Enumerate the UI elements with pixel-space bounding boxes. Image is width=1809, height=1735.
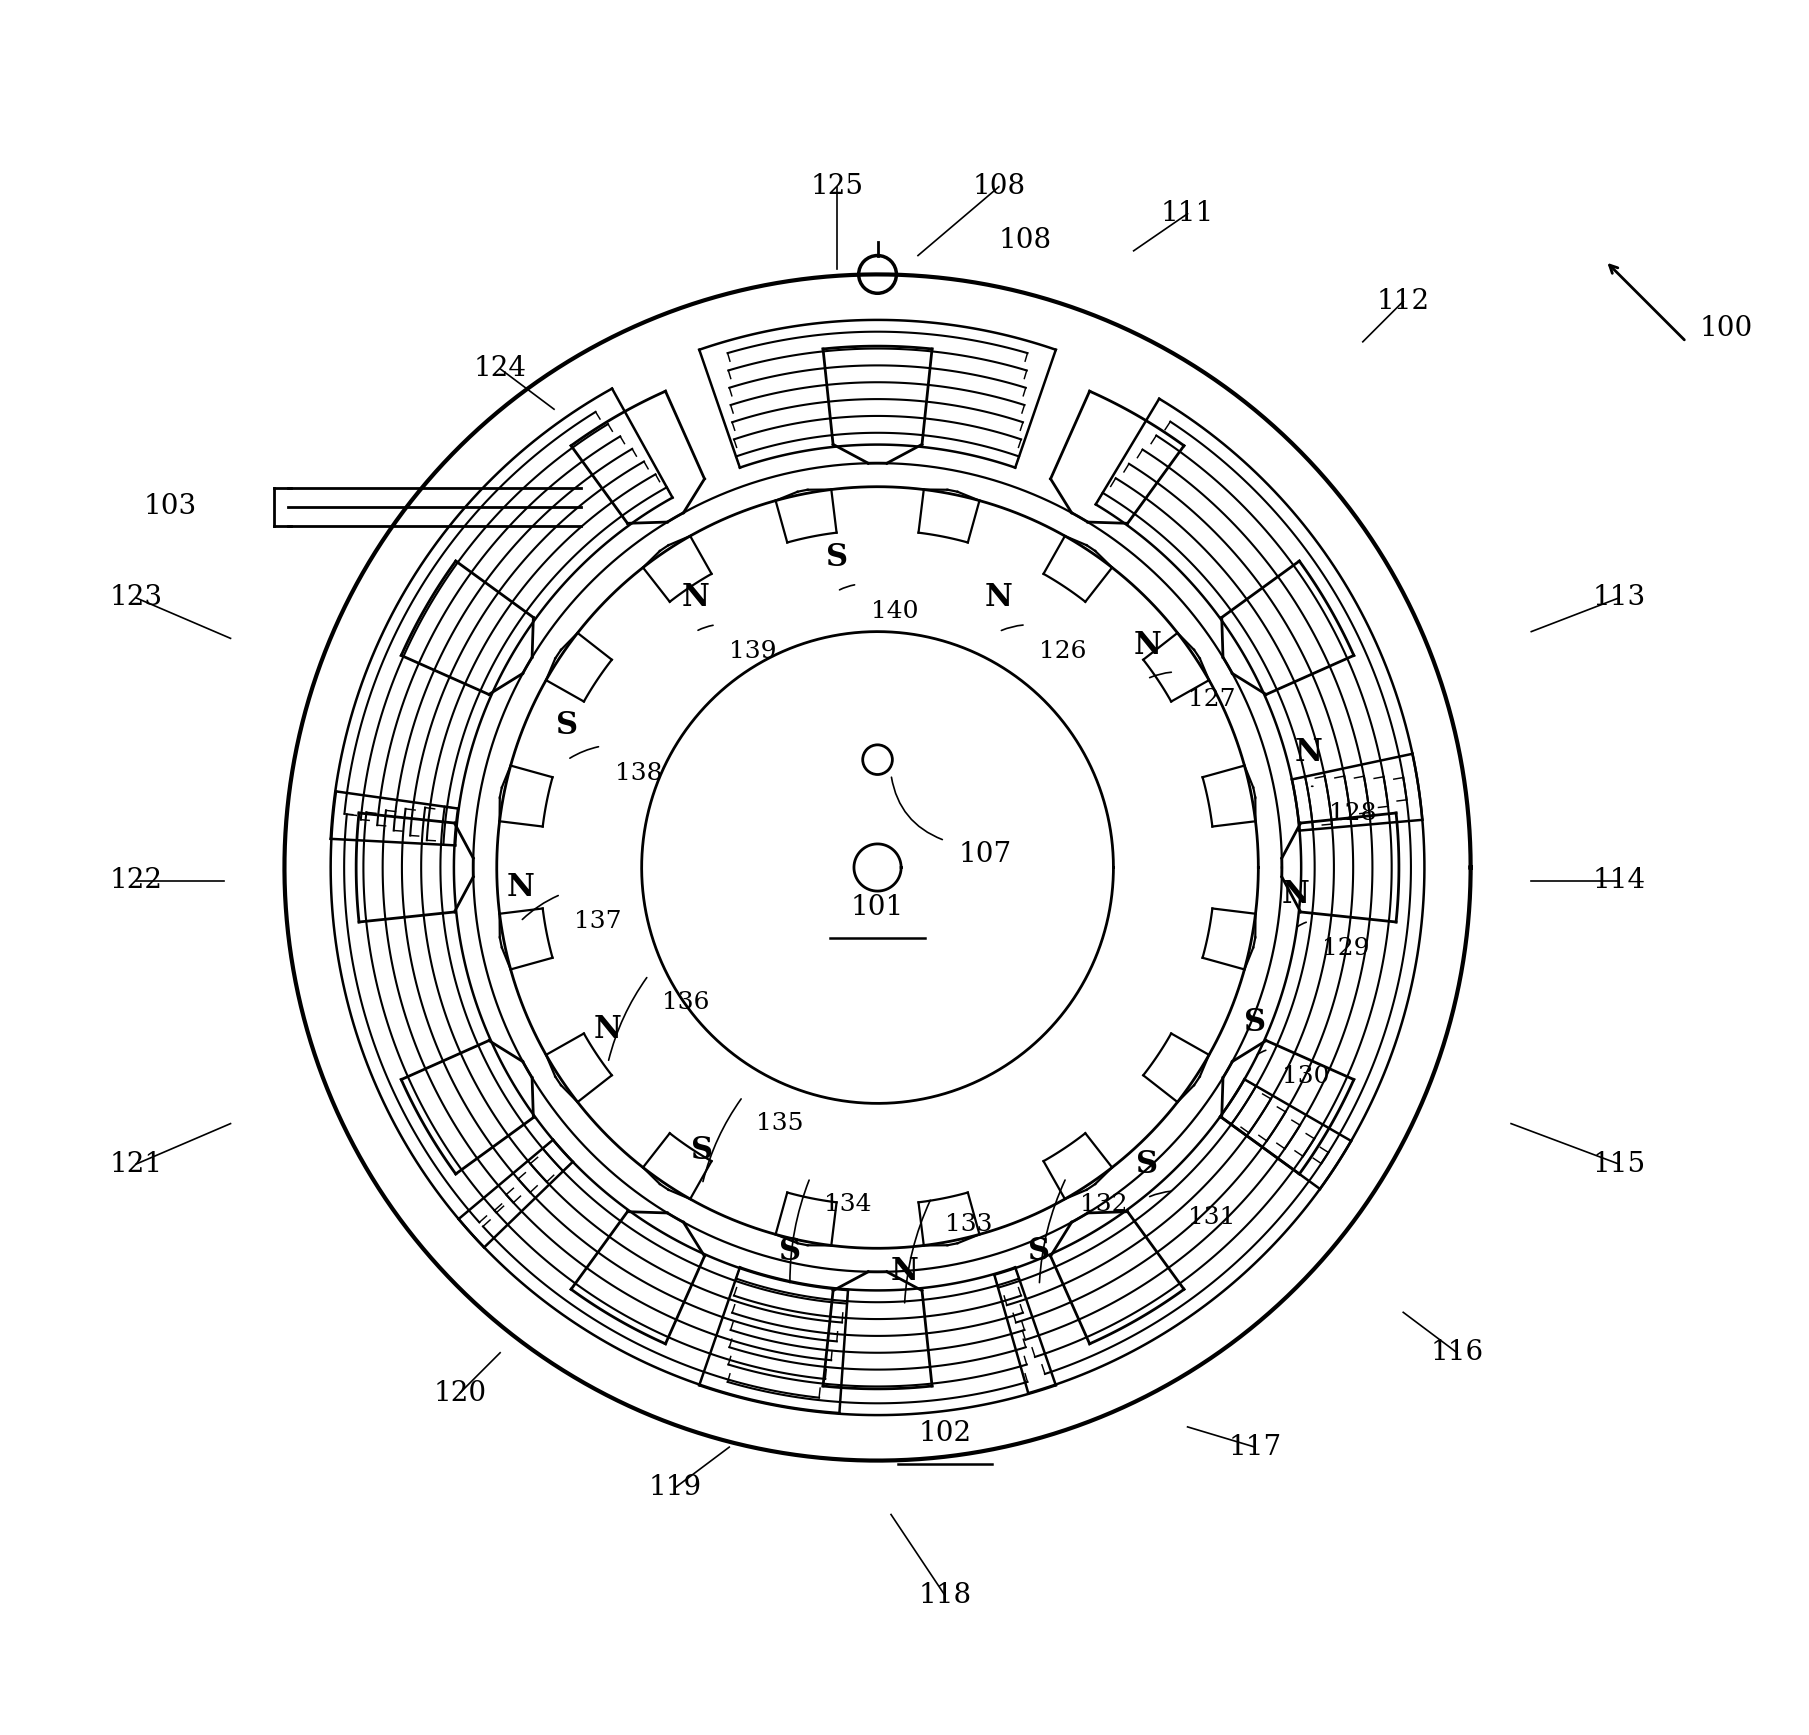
Text: 119: 119: [649, 1475, 702, 1501]
Text: S: S: [780, 1235, 801, 1267]
Text: N: N: [1295, 737, 1322, 769]
Text: S: S: [827, 541, 848, 573]
Text: 125: 125: [810, 174, 863, 200]
Text: 108: 108: [971, 174, 1026, 200]
Text: S: S: [1245, 1006, 1266, 1038]
Text: 114: 114: [1592, 868, 1646, 895]
Text: 108: 108: [999, 227, 1053, 255]
Text: 133: 133: [944, 1213, 993, 1237]
Text: 101: 101: [850, 895, 904, 921]
Text: 112: 112: [1377, 288, 1429, 314]
Text: 137: 137: [573, 909, 622, 933]
Text: 131: 131: [1187, 1206, 1236, 1230]
Text: 124: 124: [474, 356, 526, 382]
Text: 118: 118: [919, 1582, 971, 1608]
Text: S: S: [691, 1135, 713, 1166]
Text: 122: 122: [110, 868, 163, 895]
Text: 129: 129: [1322, 937, 1369, 959]
Text: N: N: [593, 1013, 622, 1044]
Text: 113: 113: [1592, 585, 1646, 611]
Text: 115: 115: [1592, 1150, 1646, 1178]
Text: N: N: [682, 583, 709, 614]
Text: 120: 120: [432, 1379, 487, 1407]
Text: 102: 102: [919, 1421, 971, 1447]
Text: 132: 132: [1080, 1194, 1127, 1216]
Text: 140: 140: [870, 600, 919, 623]
Text: 128: 128: [1330, 802, 1377, 826]
Text: 134: 134: [823, 1194, 872, 1216]
Text: 138: 138: [615, 762, 662, 784]
Text: N: N: [890, 1256, 919, 1287]
Text: N: N: [1281, 880, 1310, 909]
Text: N: N: [984, 583, 1013, 614]
Text: N: N: [507, 873, 534, 904]
Text: 116: 116: [1431, 1339, 1483, 1365]
Text: S: S: [557, 710, 579, 741]
Text: S: S: [1028, 1235, 1051, 1267]
Text: 100: 100: [1700, 314, 1753, 342]
Text: 127: 127: [1187, 687, 1236, 711]
Text: 130: 130: [1283, 1065, 1330, 1088]
Text: N: N: [1132, 630, 1161, 661]
Text: 103: 103: [143, 493, 197, 520]
Text: 135: 135: [756, 1112, 803, 1135]
Text: 121: 121: [110, 1150, 163, 1178]
Text: 107: 107: [959, 840, 1011, 868]
Text: 139: 139: [729, 640, 776, 663]
Text: 117: 117: [1228, 1433, 1281, 1461]
Text: 111: 111: [1161, 200, 1214, 227]
Text: 126: 126: [1040, 640, 1087, 663]
Text: 123: 123: [110, 585, 163, 611]
Text: 136: 136: [662, 991, 709, 1013]
Text: S: S: [1136, 1149, 1158, 1180]
